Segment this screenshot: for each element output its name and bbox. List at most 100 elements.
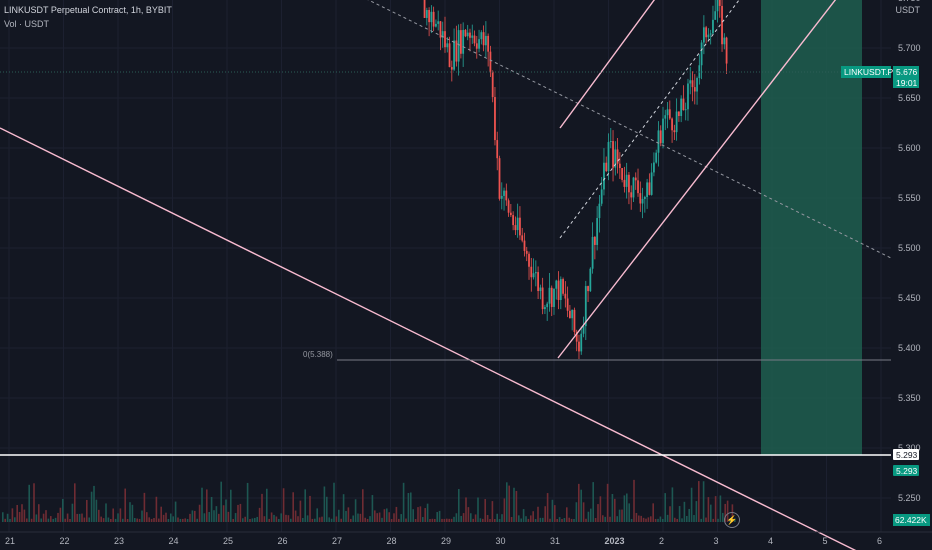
x-tick-label: 25 bbox=[223, 536, 233, 546]
volume-bar bbox=[69, 518, 71, 522]
candle-body bbox=[653, 162, 655, 173]
volume-bar bbox=[261, 493, 263, 522]
volume-label: Vol · USDT bbox=[4, 19, 50, 29]
candle-body bbox=[525, 250, 528, 254]
candle-body bbox=[505, 190, 508, 201]
downtrend-lower-line bbox=[0, 127, 857, 550]
candle-body bbox=[723, 37, 726, 45]
volume-bar bbox=[170, 513, 172, 522]
x-tick-label: 4 bbox=[768, 536, 773, 546]
volume-bar bbox=[462, 513, 465, 522]
candle-body bbox=[496, 140, 499, 159]
volume-bar bbox=[441, 518, 443, 522]
volume-bar bbox=[83, 517, 86, 522]
volume-bar bbox=[611, 493, 614, 522]
volume-bar bbox=[561, 518, 563, 522]
volume-bar bbox=[294, 510, 297, 522]
volume-bar bbox=[2, 512, 4, 522]
volume-bar bbox=[374, 510, 376, 522]
candle-body bbox=[539, 287, 542, 292]
candle-body bbox=[444, 31, 446, 48]
volume-bar bbox=[635, 512, 638, 522]
uptrend-mid-line bbox=[559, 0, 740, 239]
volume-bar bbox=[90, 491, 93, 522]
volume-bar bbox=[30, 518, 33, 522]
volume-bar bbox=[448, 518, 450, 522]
volume-bar bbox=[323, 486, 326, 522]
lightning-icon[interactable]: ⚡ bbox=[724, 512, 740, 528]
volume-bar bbox=[148, 517, 150, 522]
volume-bar bbox=[453, 516, 455, 522]
candle-body bbox=[491, 71, 494, 98]
volume-bar bbox=[172, 516, 174, 522]
candle-body bbox=[716, 0, 719, 12]
volume-bar bbox=[482, 518, 484, 522]
candle-body bbox=[473, 35, 476, 44]
volume-bar bbox=[640, 515, 642, 522]
price-tag-label: 5.293 bbox=[896, 450, 918, 460]
volume-bar bbox=[489, 519, 491, 522]
volume-bar bbox=[422, 517, 424, 522]
candle-body bbox=[628, 174, 630, 193]
candle-body bbox=[691, 80, 694, 88]
volume-bar bbox=[592, 482, 594, 522]
volume-bar bbox=[354, 499, 357, 522]
volume-bar bbox=[40, 518, 42, 522]
candle-body bbox=[441, 31, 444, 38]
volume-bar bbox=[189, 513, 191, 522]
x-tick-label: 24 bbox=[169, 536, 179, 546]
volume-bar bbox=[659, 516, 662, 522]
volume-bar bbox=[666, 514, 669, 522]
volume-bar bbox=[398, 518, 400, 522]
candle-body bbox=[446, 43, 449, 48]
volume-bar bbox=[494, 518, 496, 522]
volume-bar bbox=[122, 518, 124, 522]
candle-body bbox=[566, 298, 569, 311]
volume-bar bbox=[554, 505, 556, 522]
volume-bar bbox=[179, 518, 182, 522]
volume-bar bbox=[280, 513, 282, 522]
candle-body bbox=[546, 303, 549, 308]
volume-bar bbox=[410, 492, 412, 522]
candle-body bbox=[650, 172, 653, 195]
candle-body bbox=[532, 273, 535, 278]
volume-bar bbox=[690, 487, 693, 522]
candle-body bbox=[634, 177, 637, 181]
volume-bar bbox=[81, 513, 83, 522]
x-tick-label: 23 bbox=[114, 536, 124, 546]
volume-bar bbox=[198, 504, 201, 522]
y-tick-label: 5.700 bbox=[898, 43, 921, 53]
volume-bar bbox=[4, 518, 6, 522]
volume-bar bbox=[345, 510, 347, 522]
candle-body bbox=[721, 5, 723, 45]
volume-bar bbox=[112, 508, 114, 522]
candle-body bbox=[677, 111, 680, 117]
candle-body bbox=[553, 288, 555, 307]
volume-bar bbox=[155, 496, 158, 522]
volume-bar bbox=[446, 518, 448, 522]
x-tick-label: 22 bbox=[60, 536, 70, 546]
volume-bar bbox=[522, 509, 525, 522]
volume-bar bbox=[662, 518, 664, 522]
volume-bar bbox=[477, 497, 479, 522]
candle-body bbox=[609, 141, 612, 143]
volume-bar bbox=[590, 508, 592, 522]
volume-bar bbox=[165, 512, 167, 522]
volume-bar bbox=[486, 515, 489, 522]
x-tick-label: 2023 bbox=[605, 536, 625, 546]
y-tick-label: 5.600 bbox=[898, 143, 921, 153]
candle-body bbox=[671, 118, 673, 131]
candle-body bbox=[662, 118, 664, 144]
volume-tag-label: 62.422K bbox=[895, 515, 927, 525]
volume-bar bbox=[683, 501, 686, 522]
volume-bar bbox=[222, 505, 225, 522]
volume-bar bbox=[518, 515, 520, 522]
candle-body bbox=[621, 168, 624, 180]
volume-bar bbox=[316, 508, 318, 522]
volume-bar bbox=[630, 518, 633, 522]
volume-bar bbox=[546, 493, 549, 522]
candle-body bbox=[541, 287, 544, 310]
candle-body bbox=[591, 236, 594, 269]
volume-bar bbox=[686, 516, 688, 522]
